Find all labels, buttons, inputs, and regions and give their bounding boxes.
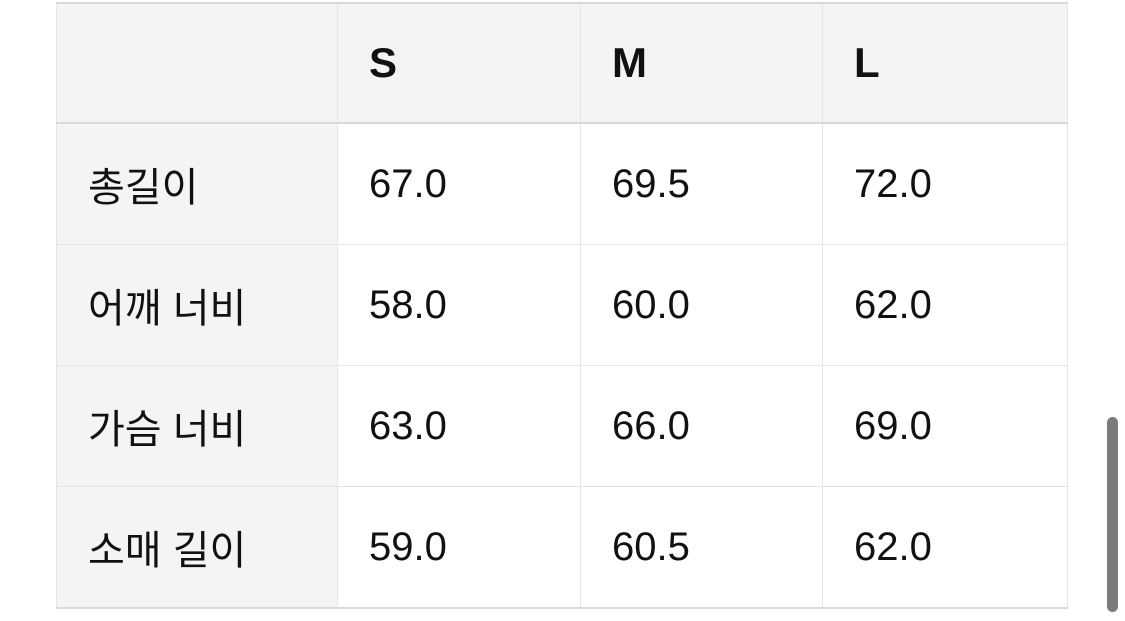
corner-cell [56,2,338,124]
column-header-m: M [580,2,823,124]
size-header-row: S M L [56,2,1068,124]
measurement-cell: 62.0 [822,486,1068,609]
scrollbar-thumb[interactable] [1107,417,1118,612]
measurement-cell: 60.5 [580,486,823,609]
measurement-cell: 59.0 [337,486,581,609]
row-label: 가슴 너비 [56,365,338,487]
column-header-l: L [822,2,1068,124]
measurement-cell: 60.0 [580,244,823,366]
measurement-cell: 58.0 [337,244,581,366]
table-row-sleeve-length: 소매 길이 59.0 60.5 62.0 [56,486,1068,609]
table-row-chest-width: 가슴 너비 63.0 66.0 69.0 [56,365,1068,487]
row-label: 어깨 너비 [56,244,338,366]
size-chart-table: S M L 총길이 67.0 69.5 72.0 어깨 너비 58.0 60.0… [56,2,1068,609]
measurement-cell: 62.0 [822,244,1068,366]
table-row-shoulder-width: 어깨 너비 58.0 60.0 62.0 [56,244,1068,366]
measurement-cell: 72.0 [822,122,1068,245]
column-header-s: S [337,2,581,124]
measurement-cell: 63.0 [337,365,581,487]
row-label: 총길이 [56,122,338,245]
table-row-total-length: 총길이 67.0 69.5 72.0 [56,122,1068,245]
measurement-cell: 69.5 [580,122,823,245]
measurement-cell: 67.0 [337,122,581,245]
measurement-cell: 66.0 [580,365,823,487]
row-label: 소매 길이 [56,486,338,609]
measurement-cell: 69.0 [822,365,1068,487]
